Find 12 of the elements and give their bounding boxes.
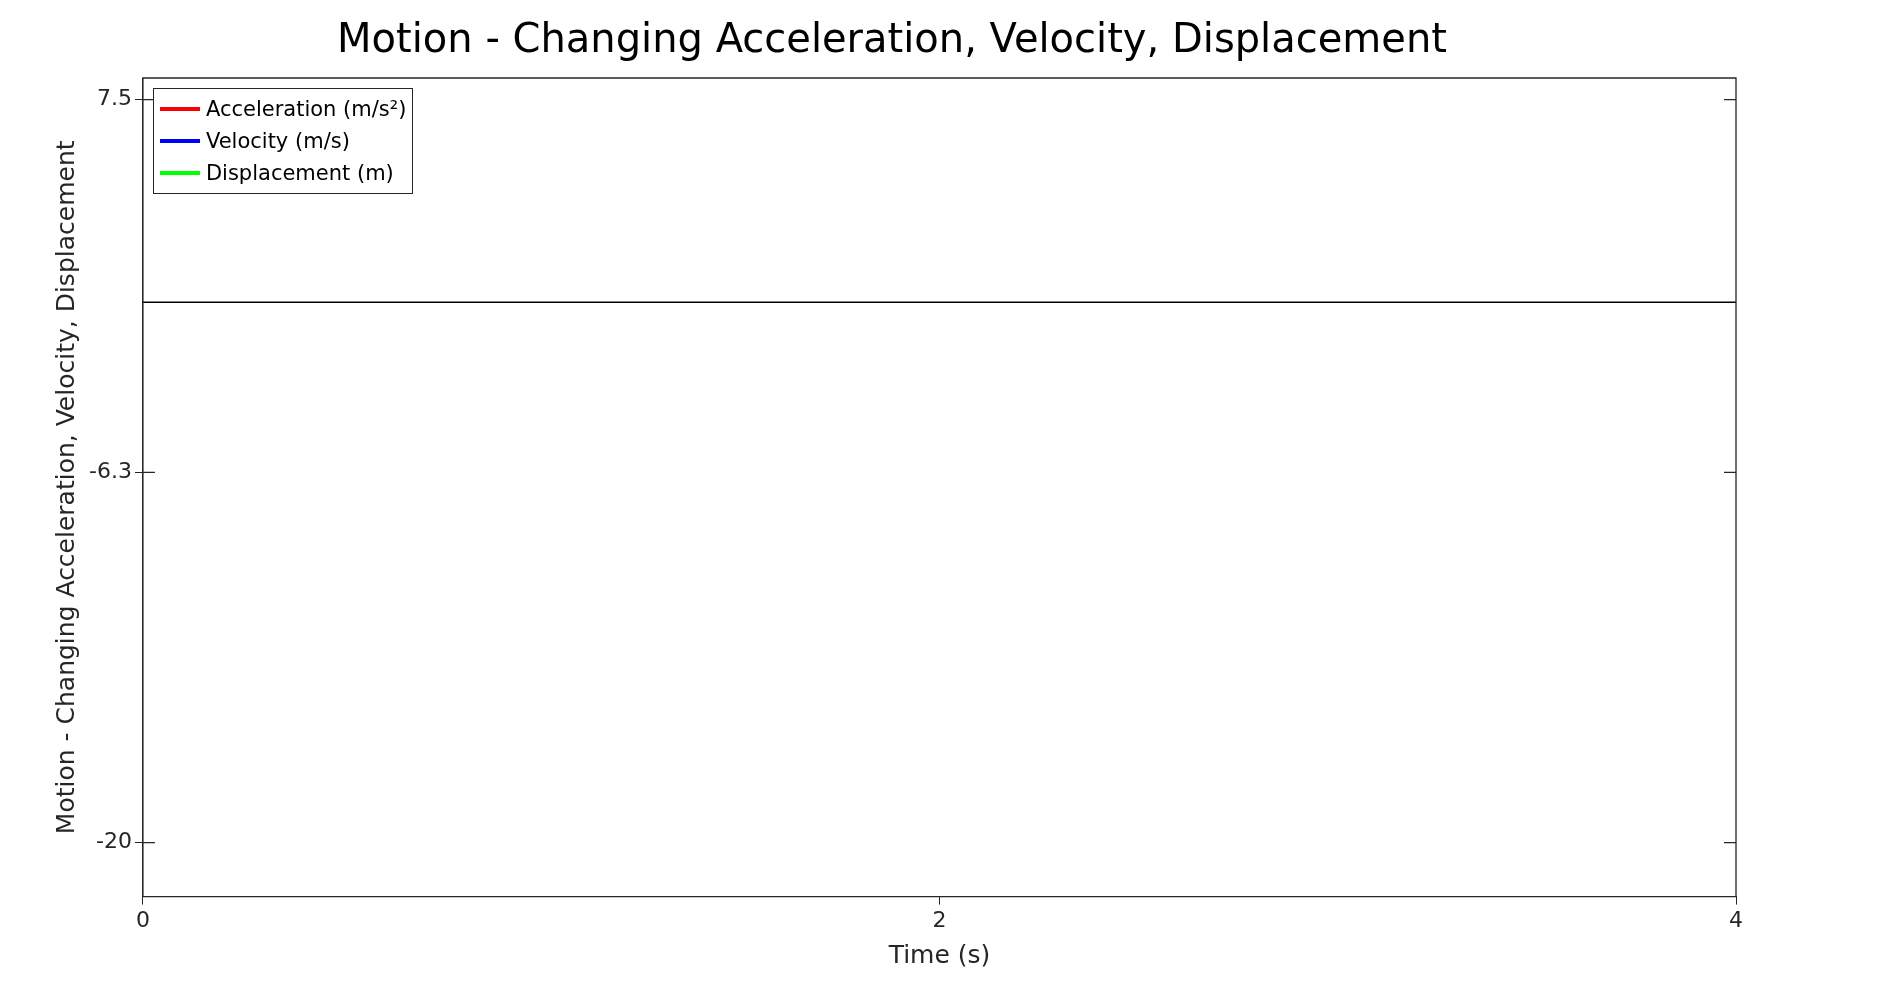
legend-label: Acceleration (m/s²) — [205, 96, 407, 123]
x-tick-label: 2 — [932, 906, 947, 932]
chart-title: Motion - Changing Acceleration, Velocity, Displacement — [337, 15, 1447, 62]
x-tick-label: 0 — [135, 906, 150, 932]
y-tick-label: -6.3 — [88, 458, 132, 484]
legend-label: Displacement (m) — [205, 160, 394, 187]
y-axis-title: Motion - Changing Acceleration, Velocity, Displacement — [50, 140, 80, 835]
x-tick-label: 4 — [1729, 906, 1743, 932]
y-tick-label: 7.5 — [96, 85, 132, 111]
legend-label: Velocity (m/s) — [205, 128, 350, 155]
x-axis-title: Time (s) — [887, 939, 991, 969]
y-tick-label: -20 — [95, 828, 132, 854]
